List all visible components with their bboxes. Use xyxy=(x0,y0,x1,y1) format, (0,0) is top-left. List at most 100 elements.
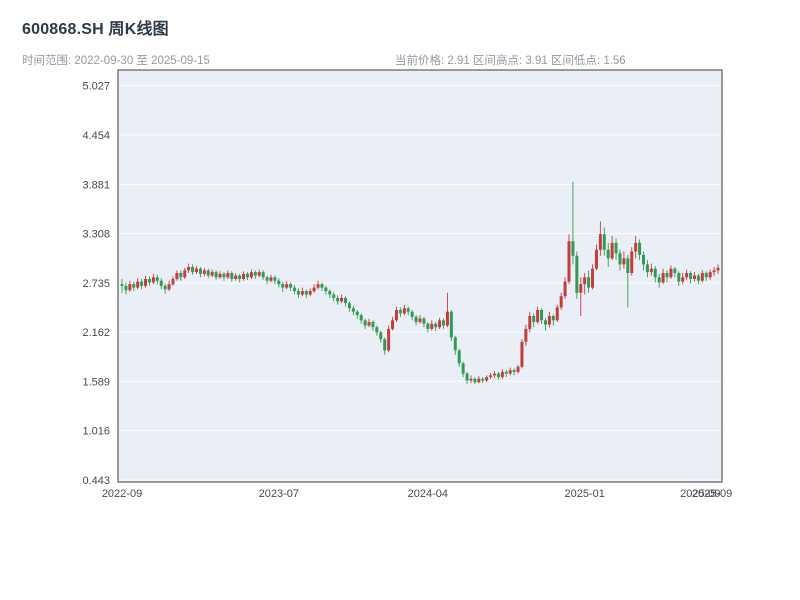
candle-body xyxy=(512,370,516,372)
candle-body xyxy=(716,267,720,271)
candle-body xyxy=(626,258,630,273)
x-tick-label: 2025-01 xyxy=(564,488,604,500)
candle-body xyxy=(198,268,202,274)
candle-body xyxy=(473,378,477,383)
candle-body xyxy=(371,322,375,328)
candle-body xyxy=(579,284,583,293)
y-tick-label: 0.443 xyxy=(82,475,110,487)
candle-body xyxy=(277,280,281,285)
candle-body xyxy=(524,328,528,342)
candle-body xyxy=(300,291,304,295)
candle-body xyxy=(414,316,418,323)
candle-body xyxy=(489,375,493,378)
candle-body xyxy=(594,249,598,269)
candle-body xyxy=(147,279,151,283)
candle-body xyxy=(700,272,704,281)
candle-body xyxy=(202,270,206,274)
candle-body xyxy=(477,378,481,383)
candle-body xyxy=(171,279,175,285)
candle-body xyxy=(175,272,179,280)
candle-body xyxy=(587,277,591,288)
x-tick-label: 2025-09 xyxy=(692,488,732,500)
candle-body xyxy=(692,275,696,280)
y-tick-label: 3.881 xyxy=(82,179,110,191)
candle-body xyxy=(273,277,277,281)
candle-body xyxy=(571,241,575,256)
candle-body xyxy=(645,264,649,273)
candle-body xyxy=(206,270,210,276)
candle-body xyxy=(155,277,159,281)
candle-body xyxy=(359,315,363,321)
candle-body xyxy=(242,273,246,280)
candle-body xyxy=(144,279,148,286)
candle-body xyxy=(332,294,336,298)
candle-body xyxy=(685,272,689,278)
candle-body xyxy=(289,284,293,288)
candle-body xyxy=(238,275,242,280)
candle-body xyxy=(618,253,622,265)
candle-body xyxy=(555,307,559,321)
candle-body xyxy=(167,284,171,290)
candle-body xyxy=(704,272,708,278)
candle-body xyxy=(540,309,544,321)
candle-body xyxy=(281,284,285,288)
candle-body xyxy=(547,315,551,325)
candle-body xyxy=(128,284,132,291)
candle-body xyxy=(163,285,167,290)
candle-body xyxy=(559,296,563,308)
candle-body xyxy=(398,309,402,314)
candle-body xyxy=(630,251,634,273)
candle-body xyxy=(195,268,198,273)
candle-body xyxy=(575,255,579,293)
y-tick-label: 2.735 xyxy=(82,278,110,290)
candle-body xyxy=(347,303,351,309)
x-tick-label: 2024-04 xyxy=(408,488,448,500)
candle-body xyxy=(210,272,214,276)
candle-body xyxy=(249,272,253,278)
y-tick-label: 5.027 xyxy=(82,81,110,93)
candle-body xyxy=(689,272,693,280)
candle-body xyxy=(351,308,355,312)
candle-body xyxy=(591,268,595,288)
candle-body xyxy=(304,291,308,295)
candle-body xyxy=(469,378,473,381)
candle-body xyxy=(120,284,124,286)
candle-body xyxy=(293,287,297,292)
candle-body xyxy=(218,273,222,278)
candle-body xyxy=(543,320,547,325)
candle-body xyxy=(653,268,657,278)
candle-body xyxy=(387,328,391,351)
candle-body xyxy=(642,254,645,265)
candle-body xyxy=(261,272,265,278)
candle-body xyxy=(622,258,626,265)
candle-body xyxy=(124,285,128,291)
candle-body xyxy=(308,291,312,295)
candle-body xyxy=(316,284,320,288)
candle-body xyxy=(657,277,661,283)
candle-body xyxy=(324,287,328,292)
candle-body xyxy=(696,275,700,281)
y-tick-label: 3.308 xyxy=(82,229,110,241)
candle-body xyxy=(269,277,273,281)
candle-body xyxy=(328,291,332,295)
candle-body xyxy=(379,332,383,340)
y-tick-label: 4.454 xyxy=(82,130,110,142)
candle-body xyxy=(230,272,234,280)
candle-body xyxy=(614,242,618,254)
candle-body xyxy=(391,320,395,329)
candle-body xyxy=(606,249,610,259)
candle-body xyxy=(214,272,218,278)
candle-body xyxy=(183,270,187,278)
candle-body xyxy=(430,323,434,329)
candle-body xyxy=(179,272,183,278)
candle-body xyxy=(320,284,324,288)
candle-body xyxy=(344,297,347,304)
candle-body xyxy=(567,241,571,282)
candle-body xyxy=(406,308,410,312)
candle-body xyxy=(516,366,520,372)
candle-body xyxy=(234,275,238,280)
candle-body xyxy=(677,272,681,282)
candle-body xyxy=(532,315,536,323)
